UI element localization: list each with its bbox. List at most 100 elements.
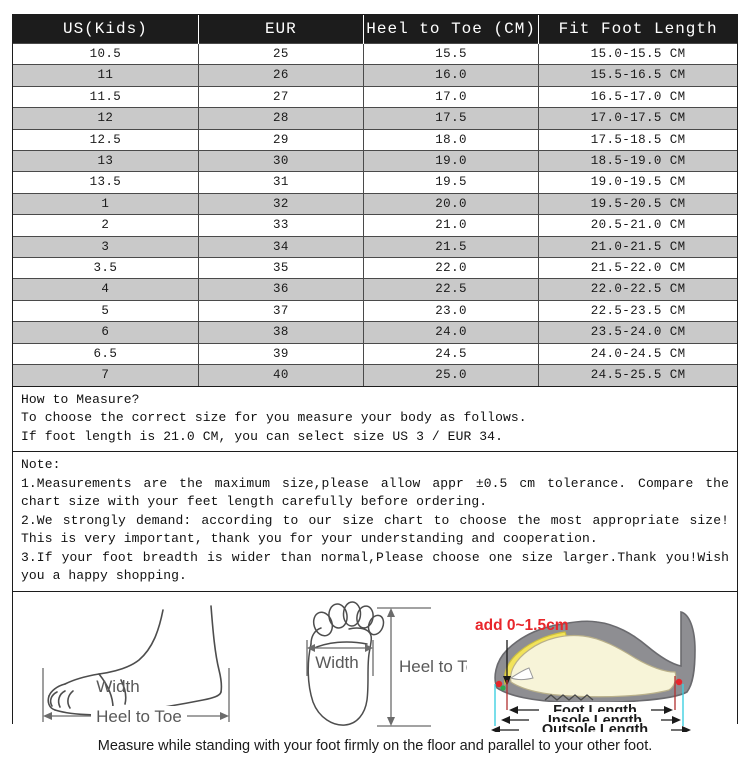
- cell-eur: 27: [198, 85, 364, 108]
- cell-heel: 22.5: [363, 278, 540, 301]
- cell-fit: 15.0-15.5 CM: [538, 42, 737, 65]
- cell-eur: 39: [198, 342, 364, 365]
- cell-us: 13.5: [13, 171, 199, 194]
- cell-eur: 36: [198, 278, 364, 301]
- diagram-sole-foot: Width Heel to Toe: [281, 592, 467, 760]
- cell-heel: 24.5: [363, 342, 540, 365]
- cell-eur: 33: [198, 214, 364, 237]
- sole-foot-illustration: Width Heel to Toe: [306, 600, 467, 727]
- note-item-3: 3.If your foot breadth is wider than nor…: [21, 549, 737, 584]
- arrow-left-icon: [43, 711, 52, 720]
- cell-heel: 23.0: [363, 299, 540, 322]
- table-row: 2 33 21.0 20.5-21.0 CM: [13, 214, 737, 237]
- cell-eur: 31: [198, 171, 364, 194]
- arrow-left-icon: [509, 705, 518, 714]
- note-title: Note:: [21, 457, 61, 472]
- cell-heel: 15.5: [363, 42, 540, 65]
- cell-us: 11: [13, 64, 199, 87]
- foot-in-shoe: [510, 634, 677, 697]
- column-header-eur: EUR: [198, 15, 364, 44]
- marker-outsole-front: [500, 684, 506, 691]
- table-row: 4 36 22.5 22.0-22.5 CM: [13, 278, 737, 301]
- cell-fit: 22.0-22.5 CM: [538, 278, 737, 301]
- cell-eur: 40: [198, 364, 364, 387]
- shoe-add-label: add 0~1.5cm: [475, 617, 568, 634]
- shoe-outsole-length-label: Outsole Length: [542, 722, 648, 732]
- cell-fit: 19.5-20.5 CM: [538, 192, 737, 215]
- cell-heel: 21.5: [363, 235, 540, 258]
- cell-heel: 22.0: [363, 257, 540, 279]
- marker-heel-front: [495, 680, 503, 687]
- cell-eur: 32: [198, 192, 364, 215]
- side-foot-heel-to-toe-label: Heel to Toe: [96, 707, 182, 726]
- cell-eur: 37: [198, 299, 364, 322]
- cell-us: 3: [13, 235, 199, 258]
- table-row: 12.5 29 18.0 17.5-18.5 CM: [13, 128, 737, 151]
- cell-us: 4: [13, 278, 199, 301]
- note-item-2: 2.We strongly demand: according to our s…: [21, 512, 737, 547]
- cell-fit: 16.5-17.0 CM: [538, 85, 737, 108]
- note-block: Note: 1.Measurements are the maximum siz…: [13, 452, 737, 592]
- table-row: 6 38 24.0 23.5-24.0 CM: [13, 321, 737, 344]
- cell-eur: 35: [198, 257, 364, 279]
- cell-eur: 29: [198, 128, 364, 151]
- side-foot-illustration: Heel to Toe Width: [42, 604, 230, 726]
- arrow-right-icon: [682, 725, 691, 732]
- arrow-left-icon: [501, 715, 510, 724]
- table-row: 3 34 21.5 21.0-21.5 CM: [13, 235, 737, 258]
- cell-fit: 24.0-24.5 CM: [538, 342, 737, 365]
- cell-us: 5: [13, 299, 199, 322]
- arrow-left-icon: [307, 643, 315, 652]
- arrow-right-icon: [220, 711, 229, 720]
- table-row: 13.5 31 19.5 19.0-19.5 CM: [13, 171, 737, 194]
- how-to-measure-title: How to Measure?: [21, 391, 140, 407]
- cell-heel: 19.0: [363, 150, 540, 172]
- cell-fit: 23.5-24.0 CM: [538, 321, 737, 344]
- cell-us: 3.5: [13, 257, 199, 279]
- sole-foot-heel-to-toe-label: Heel to Toe: [399, 657, 467, 676]
- column-header-us-kids: US(Kids): [13, 15, 199, 44]
- arrow-down-icon: [387, 716, 395, 726]
- table-row: 11 26 16.0 15.5-16.5 CM: [13, 64, 737, 87]
- sole-foot-width-label: Width: [315, 653, 358, 672]
- cell-heel: 21.0: [363, 214, 540, 237]
- cell-eur: 25: [198, 42, 364, 65]
- cell-eur: 34: [198, 235, 364, 258]
- sole-tread: [544, 693, 594, 701]
- cell-heel: 20.0: [363, 192, 540, 215]
- cell-fit: 19.0-19.5 CM: [538, 171, 737, 194]
- cell-us: 1: [13, 192, 199, 215]
- cell-heel: 17.5: [363, 107, 540, 130]
- cell-fit: 17.5-18.5 CM: [538, 128, 737, 151]
- cell-heel: 19.5: [363, 171, 540, 194]
- table-row: 11.5 27 17.0 16.5-17.0 CM: [13, 85, 737, 108]
- diagram-panel: Heel to Toe Width: [13, 591, 737, 760]
- cell-eur: 28: [198, 107, 364, 130]
- table-body: 10.5 25 15.5 15.0-15.5 CM 11 26 16.0 15.…: [13, 42, 737, 387]
- column-header-fit-foot-length: Fit Foot Length: [538, 15, 737, 44]
- arrow-right-icon: [664, 705, 673, 714]
- diagram-shoe-section: add 0~1.5cm: [467, 592, 736, 760]
- arrow-up-icon: [387, 607, 395, 617]
- cell-eur: 38: [198, 321, 364, 344]
- toe-cap: [509, 666, 534, 680]
- arrow-right-icon: [365, 643, 373, 652]
- cell-heel: 17.0: [363, 85, 540, 108]
- cell-heel: 18.0: [363, 128, 540, 151]
- cell-fit: 24.5-25.5 CM: [538, 364, 737, 387]
- cell-heel: 24.0: [363, 321, 540, 344]
- cell-fit: 21.0-21.5 CM: [538, 235, 737, 258]
- table-row: 13 30 19.0 18.5-19.0 CM: [13, 150, 737, 172]
- cell-us: 2: [13, 214, 199, 237]
- cell-us: 11.5: [13, 85, 199, 108]
- table-row: 3.5 35 22.0 21.5-22.0 CM: [13, 257, 737, 279]
- how-to-measure-block: How to Measure? To choose the correct si…: [13, 387, 737, 452]
- cell-heel: 16.0: [363, 64, 540, 87]
- cell-us: 12.5: [13, 128, 199, 151]
- how-to-measure-line-3: If foot length is 21.0 CM, you can selec…: [21, 428, 503, 444]
- cell-fit: 17.0-17.5 CM: [538, 107, 737, 130]
- cell-us: 13: [13, 150, 199, 172]
- cell-eur: 30: [198, 150, 364, 172]
- table-row: 10.5 25 15.5 15.0-15.5 CM: [13, 42, 737, 65]
- cell-us: 7: [13, 364, 199, 387]
